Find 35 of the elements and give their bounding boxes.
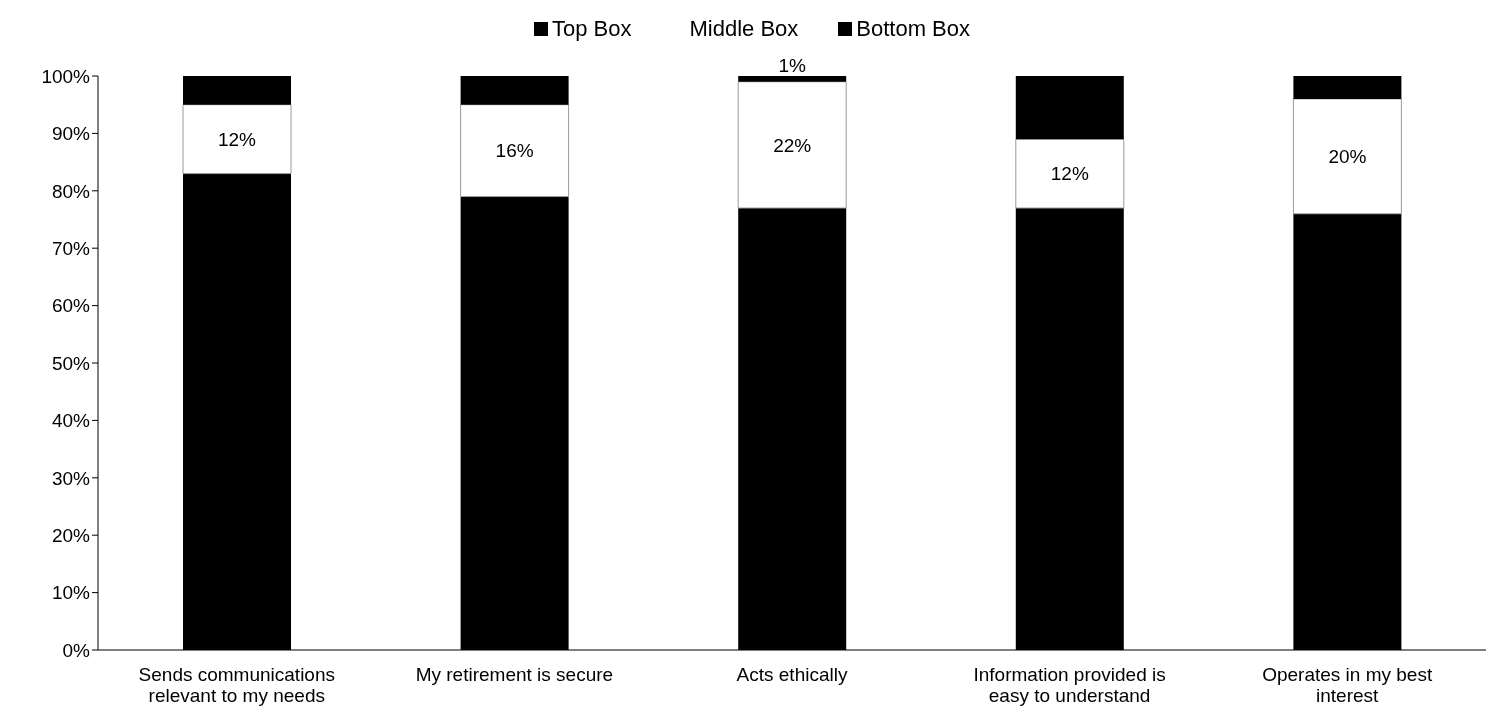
data-label: 16%	[495, 140, 534, 162]
y-tick-label: 100%	[41, 65, 91, 87]
y-tick-label: 80%	[51, 180, 91, 202]
legend-label: Bottom Box	[855, 16, 971, 42]
bar	[182, 104, 292, 175]
data-label: 12%	[217, 128, 257, 150]
bar	[1292, 98, 1402, 215]
y-tick-label: 10%	[51, 582, 91, 604]
y-tick-label: 70%	[51, 237, 91, 259]
y-tick-label: 30%	[51, 467, 91, 489]
y-tick-label: 20%	[51, 524, 91, 546]
legend-label: Top Box	[550, 16, 632, 42]
bar	[1293, 76, 1402, 99]
y-tick-label: 90%	[51, 123, 91, 145]
y-tick-label: 50%	[51, 352, 91, 374]
y-tick-label: 40%	[51, 410, 91, 432]
series-label: Middle Box	[688, 16, 799, 42]
x-tick-label: Operates in my best interest	[1262, 664, 1433, 706]
data-label: 22%	[773, 134, 812, 156]
x-tick-label: My retirement is secure	[415, 664, 614, 686]
data-label: 20%	[1328, 146, 1367, 168]
x-tick-label: Sends communications relevant to my needs	[138, 664, 336, 706]
x-tick-label: Acts ethically	[736, 664, 848, 686]
x-tick-label: Information provided is easy to understand	[973, 664, 1166, 706]
data-label: 12%	[1050, 163, 1089, 185]
bar	[1015, 138, 1125, 209]
data-label: 1%	[778, 55, 807, 76]
bar	[737, 81, 847, 209]
y-tick-label: 0%	[62, 639, 91, 661]
bar	[1015, 76, 1124, 140]
bar	[738, 76, 847, 82]
bar	[183, 76, 291, 105]
y-tick-label: 60%	[51, 295, 91, 317]
bar	[460, 76, 569, 105]
bar	[460, 104, 570, 198]
